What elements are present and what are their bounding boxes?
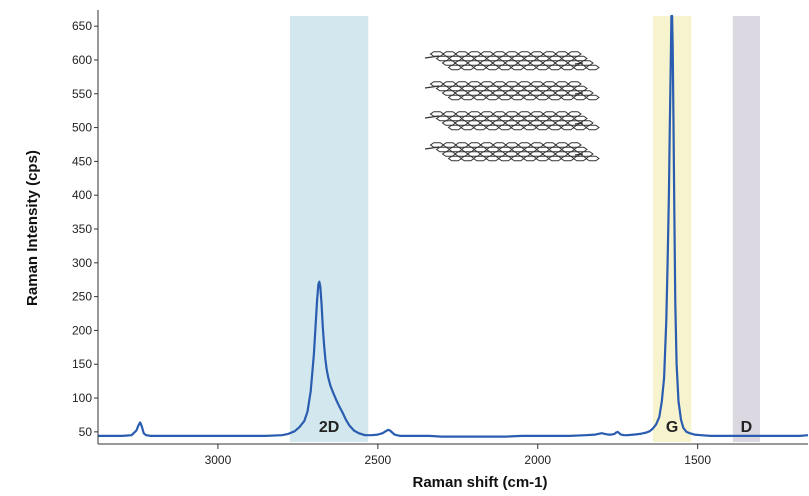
y-tick-label: 550 bbox=[72, 87, 92, 101]
x-tick-label: 1500 bbox=[684, 453, 711, 467]
x-tick-label: 2000 bbox=[524, 453, 551, 467]
y-tick-label: 300 bbox=[72, 256, 92, 270]
y-tick-label: 600 bbox=[72, 53, 92, 67]
band-2d bbox=[289, 16, 369, 442]
graphene-sheet bbox=[424, 111, 600, 131]
x-tick-label: 3000 bbox=[205, 453, 232, 467]
spectrum-line-layer bbox=[98, 14, 809, 438]
y-tick-label: 200 bbox=[72, 323, 92, 337]
y-tick-label: 450 bbox=[72, 154, 92, 168]
y-tick-label: 400 bbox=[72, 188, 92, 202]
y-tick-label: 350 bbox=[72, 222, 92, 236]
graphene-layers-illustration bbox=[424, 51, 600, 162]
band-label-d: D bbox=[741, 419, 753, 436]
y-tick-label: 500 bbox=[72, 121, 92, 135]
x-axis-title: Raman shift (cm-1) bbox=[412, 474, 547, 491]
y-tick-label: 100 bbox=[72, 391, 92, 405]
highlight-bands bbox=[289, 16, 761, 442]
x-tick-label: 2500 bbox=[364, 453, 391, 467]
band-labels: 2D G D bbox=[319, 419, 752, 436]
y-tick-label: 250 bbox=[72, 290, 92, 304]
graphene-sheet bbox=[424, 51, 600, 71]
graphene-sheet bbox=[424, 81, 600, 101]
graphene-sheet bbox=[424, 142, 600, 162]
band-d bbox=[732, 16, 761, 442]
axes: 50 100 150 200 250 300 350 400 450 500 550 600 650 30… bbox=[72, 10, 808, 467]
y-tick-label: 50 bbox=[79, 425, 93, 439]
y-tick-label: 650 bbox=[72, 19, 92, 33]
spectrum-line bbox=[98, 14, 809, 438]
band-label-g: G bbox=[666, 419, 678, 436]
y-axis-title: Raman Intensity (cps) bbox=[24, 150, 41, 306]
y-tick-label: 150 bbox=[72, 357, 92, 371]
band-label-2d: 2D bbox=[319, 419, 339, 436]
